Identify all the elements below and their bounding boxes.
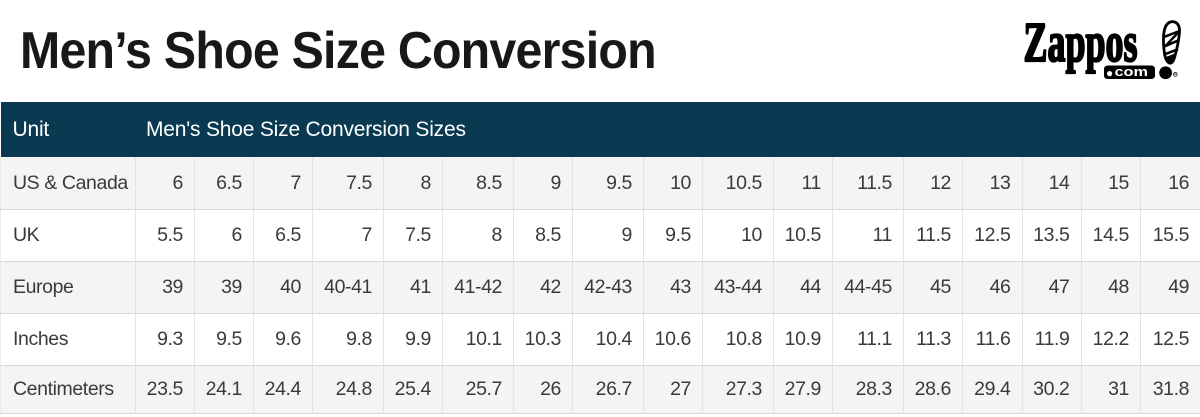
svg-text:com: com [1115, 64, 1149, 79]
svg-text:Zappos: Zappos [1024, 15, 1138, 74]
svg-text:R: R [1174, 73, 1177, 77]
